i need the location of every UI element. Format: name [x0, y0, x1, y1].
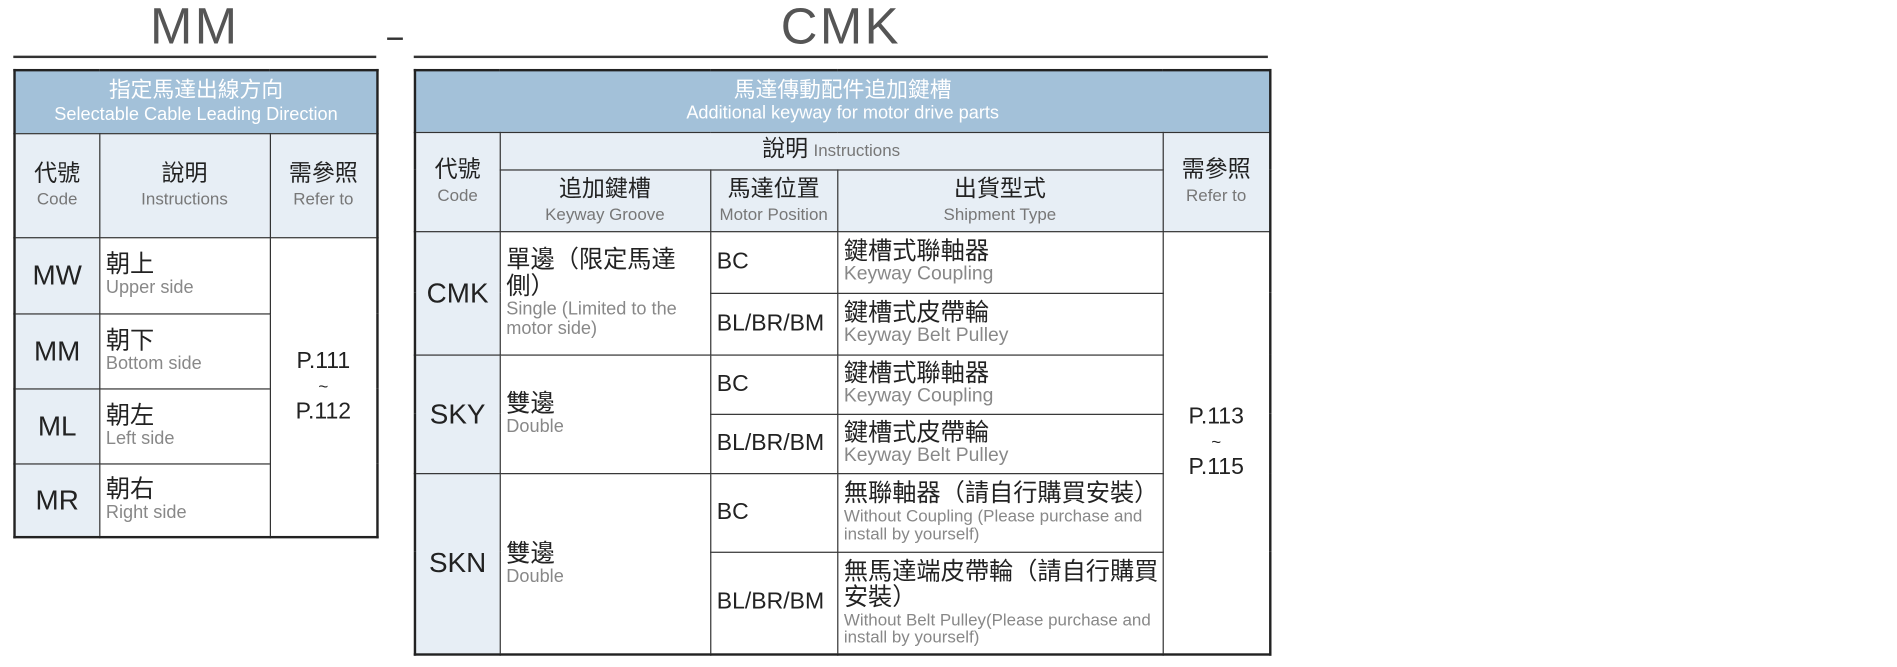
refer-cell: P.111 ~ P.112: [269, 236, 379, 538]
header-refer: 需參照 Refer to: [1162, 131, 1271, 232]
position-cell: BL/BR/BM: [709, 551, 838, 656]
position-cell: BC: [709, 230, 838, 294]
table-row: ML 朝左 Left side: [13, 387, 378, 464]
header-instructions: 說明 Instructions: [98, 132, 271, 238]
code-cell: MR: [13, 462, 100, 538]
code-cell: CMK: [414, 230, 501, 356]
header-keyway-groove: 追加鍵槽 Keyway Groove: [499, 168, 711, 232]
table-row: BL/BR/BM 鍵槽式皮帶輪 Keyway Belt Pulley: [415, 413, 1270, 474]
table-row: SKN 雙邊 Double BC 無聯軸器（請自行購買安裝） Without Cou…: [414, 472, 1270, 656]
shipment-cell: 鍵槽式皮帶輪 Keyway Belt Pulley: [836, 413, 1164, 474]
shipment-cell: 鍵槽式聯軸器 Keyway Coupling: [836, 230, 1164, 294]
shipment-cell: 無馬達端皮帶輪（請自行購買安裝） Without Belt Pulley(Plea…: [836, 551, 1164, 656]
table-title: 指定馬達出線方向 Selectable Cable Leading Direct…: [13, 69, 379, 134]
title-en: Selectable Cable Leading Direction: [54, 103, 338, 125]
desc-cell: 朝下 Bottom side: [98, 312, 271, 389]
code-cell: MM: [13, 312, 100, 389]
model-prefix-title: MM: [150, 0, 240, 55]
header-code: 代號 Code: [414, 131, 501, 232]
table-row: MW 朝上 Upper side P.111 ~ P.112: [13, 236, 379, 538]
option-code-title: CMK: [780, 0, 901, 55]
keyway-table: 馬達傳動配件追加鍵槽 Additional keyway for motor d…: [413, 68, 1272, 656]
table-row: BL/BR/BM 無馬達端皮帶輪（請自行購買安裝） Without Belt Pu…: [415, 551, 1270, 656]
header-code: 代號 Code: [13, 132, 100, 238]
table-row: CMK 單邊（限定馬達側） Single (Limited to the moto…: [414, 230, 1271, 656]
title-en: Additional keyway for motor drive parts: [686, 103, 999, 124]
table-row: MR 朝右 Right side: [13, 462, 378, 538]
position-cell: BL/BR/BM: [709, 292, 838, 356]
cable-direction-table: 指定馬達出線方向 Selectable Cable Leading Direct…: [13, 68, 379, 539]
shipment-cell: 鍵槽式聯軸器 Keyway Coupling: [836, 353, 1164, 415]
header-refer: 需參照 Refer to: [269, 132, 379, 238]
shipment-cell: 鍵槽式皮帶輪 Keyway Belt Pulley: [836, 292, 1164, 356]
header-shipment-type: 出貨型式 Shipment Type: [836, 168, 1164, 232]
refer-cell: P.113 ~ P.115: [1162, 230, 1271, 656]
code-cell: SKN: [414, 472, 501, 656]
table-row: BL/BR/BM 鍵槽式皮帶輪 Keyway Belt Pulley: [415, 292, 1270, 356]
position-cell: BC: [709, 472, 838, 553]
position-cell: BC: [709, 353, 838, 415]
desc-cell: 朝左 Left side: [98, 387, 271, 464]
code-cell: SKY: [414, 353, 501, 474]
desc-cell: 朝右 Right side: [98, 462, 271, 538]
header-instructions: 說明 Instructions: [499, 131, 1164, 170]
groove-cell: 單邊（限定馬達側） Single (Limited to the motor si…: [499, 230, 711, 356]
code-cell: ML: [13, 387, 100, 464]
position-cell: BL/BR/BM: [709, 413, 838, 474]
title-zh: 指定馬達出線方向: [108, 77, 284, 103]
title-underline: [13, 55, 377, 59]
header-motor-position: 馬達位置 Motor Position: [709, 168, 838, 232]
separator-dash: [387, 37, 403, 40]
title-underline: [413, 55, 1268, 59]
shipment-cell: 無聯軸器（請自行購買安裝） Without Coupling (Please pu…: [836, 472, 1164, 553]
groove-cell: 雙邊 Double: [499, 353, 711, 474]
code-cell: MW: [13, 236, 100, 314]
groove-cell: 雙邊 Double: [499, 472, 711, 656]
table-row: SKY 雙邊 Double BC 鍵槽式聯軸器 Keyway Coupling: [414, 353, 1270, 474]
title-zh: 馬達傳動配件追加鍵槽: [733, 77, 952, 102]
desc-cell: 朝上 Upper side: [98, 236, 271, 314]
table-title: 馬達傳動配件追加鍵槽 Additional keyway for motor d…: [414, 69, 1271, 133]
